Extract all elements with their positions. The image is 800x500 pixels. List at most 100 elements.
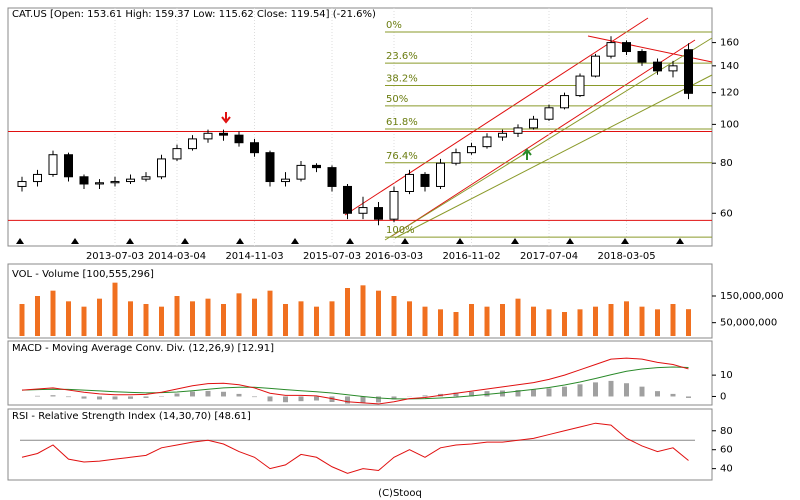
period-marker <box>236 238 244 244</box>
y-tick-label: 80 <box>720 158 733 169</box>
period-marker <box>621 238 629 244</box>
channel-line <box>391 39 696 237</box>
histogram-bar <box>686 396 691 398</box>
volume-panel <box>7 263 713 339</box>
macd-panel <box>7 340 713 406</box>
candle-body <box>312 164 321 169</box>
period-marker <box>16 238 24 244</box>
volume-bar <box>453 312 459 336</box>
candle-body <box>606 42 616 57</box>
histogram-bar <box>360 396 366 403</box>
series-line <box>21 366 689 400</box>
histogram-bar <box>469 391 474 397</box>
candle-body <box>513 127 523 134</box>
period-marker <box>456 238 464 244</box>
volume-bar <box>97 298 102 336</box>
fib-label: 38.2% <box>386 74 418 85</box>
volume-bar <box>577 309 583 336</box>
volume-bar <box>35 296 40 336</box>
histogram-bar <box>252 396 257 398</box>
series-line <box>21 357 689 405</box>
x-tick-label: 2016-03-03 <box>365 251 423 262</box>
histogram-bar <box>283 396 288 403</box>
period-marker <box>346 238 354 244</box>
histogram-bar <box>298 396 304 402</box>
histogram-bar <box>314 396 319 401</box>
histogram-bar <box>500 390 505 397</box>
histogram-bar <box>236 393 242 397</box>
histogram-bar <box>422 395 428 397</box>
volume-bar <box>236 293 242 336</box>
x-tick-label: 2017-07-04 <box>520 251 578 262</box>
histogram-bar <box>376 396 381 403</box>
candle-body <box>157 158 166 178</box>
candle-body <box>482 136 492 148</box>
macd-title: MACD - Moving Average Conv. Div. (12,26,… <box>12 343 274 354</box>
rsi-panel <box>7 408 713 481</box>
histogram-bar <box>66 396 71 398</box>
fib-label: 0% <box>386 20 402 31</box>
candle-body <box>498 132 507 138</box>
histogram-bar <box>35 395 40 397</box>
x-tick-label: 2013-07-03 <box>86 251 144 262</box>
volume-bar <box>407 301 412 336</box>
histogram-bar <box>639 386 645 397</box>
x-tick-label: 2018-03-05 <box>597 251 655 262</box>
volume-bar <box>438 309 443 336</box>
period-marker <box>126 238 134 244</box>
y-tick-label: 160 <box>720 38 739 49</box>
volume-bar <box>360 285 366 336</box>
candle-body <box>684 49 693 94</box>
candle-body <box>343 185 352 214</box>
y-tick-label: 150,000,000 <box>720 291 784 302</box>
histogram-bar <box>484 391 490 397</box>
histogram-bar <box>81 396 87 399</box>
candle-body <box>79 176 89 185</box>
volume-bar <box>484 306 490 336</box>
y-tick-label: 120 <box>720 88 739 99</box>
histogram-bar <box>624 383 629 397</box>
candle-body <box>33 173 42 183</box>
y-tick-label: 60 <box>720 445 733 456</box>
fib-label: 100% <box>386 225 415 236</box>
candle-body <box>172 148 182 160</box>
period-marker <box>676 238 684 244</box>
volume-bar <box>469 304 474 336</box>
histogram-bar <box>562 386 567 397</box>
volume-bar <box>500 304 505 336</box>
period-marker <box>511 238 519 244</box>
histogram-bar <box>546 388 552 397</box>
candle-body <box>327 167 337 187</box>
fib-label: 23.6% <box>386 51 418 62</box>
histogram-bar <box>655 391 660 397</box>
histogram-bar <box>97 396 102 400</box>
candle-body <box>529 118 538 129</box>
x-tick-label: 2016-11-02 <box>442 251 500 262</box>
period-marker <box>71 238 79 244</box>
histogram-bar <box>577 384 583 397</box>
histogram-bar <box>267 396 273 402</box>
volume-bar <box>283 304 288 336</box>
fib-label: 76.4% <box>386 151 418 162</box>
volume-bar <box>670 304 676 336</box>
candle-body <box>126 178 135 183</box>
y-tick-label: 60 <box>720 208 733 219</box>
candle-body <box>622 42 631 53</box>
candle-body <box>405 173 414 192</box>
candle-body <box>389 190 399 220</box>
histogram-bar <box>112 396 118 400</box>
candle-body <box>668 65 678 72</box>
candle-body <box>188 138 197 150</box>
fib-label: 61.8% <box>386 117 418 128</box>
volume-bar <box>112 282 118 336</box>
trend-line <box>394 74 713 239</box>
histogram-bar <box>205 390 211 397</box>
period-marker <box>291 238 299 244</box>
sell-arrow <box>221 112 231 124</box>
x-tick-label: 2015-07-03 <box>303 251 361 262</box>
series-line <box>21 422 689 474</box>
y-tick-label: 50,000,000 <box>720 318 777 329</box>
period-marker <box>401 238 409 244</box>
volume-bar <box>66 301 71 336</box>
histogram-bar <box>128 396 133 399</box>
